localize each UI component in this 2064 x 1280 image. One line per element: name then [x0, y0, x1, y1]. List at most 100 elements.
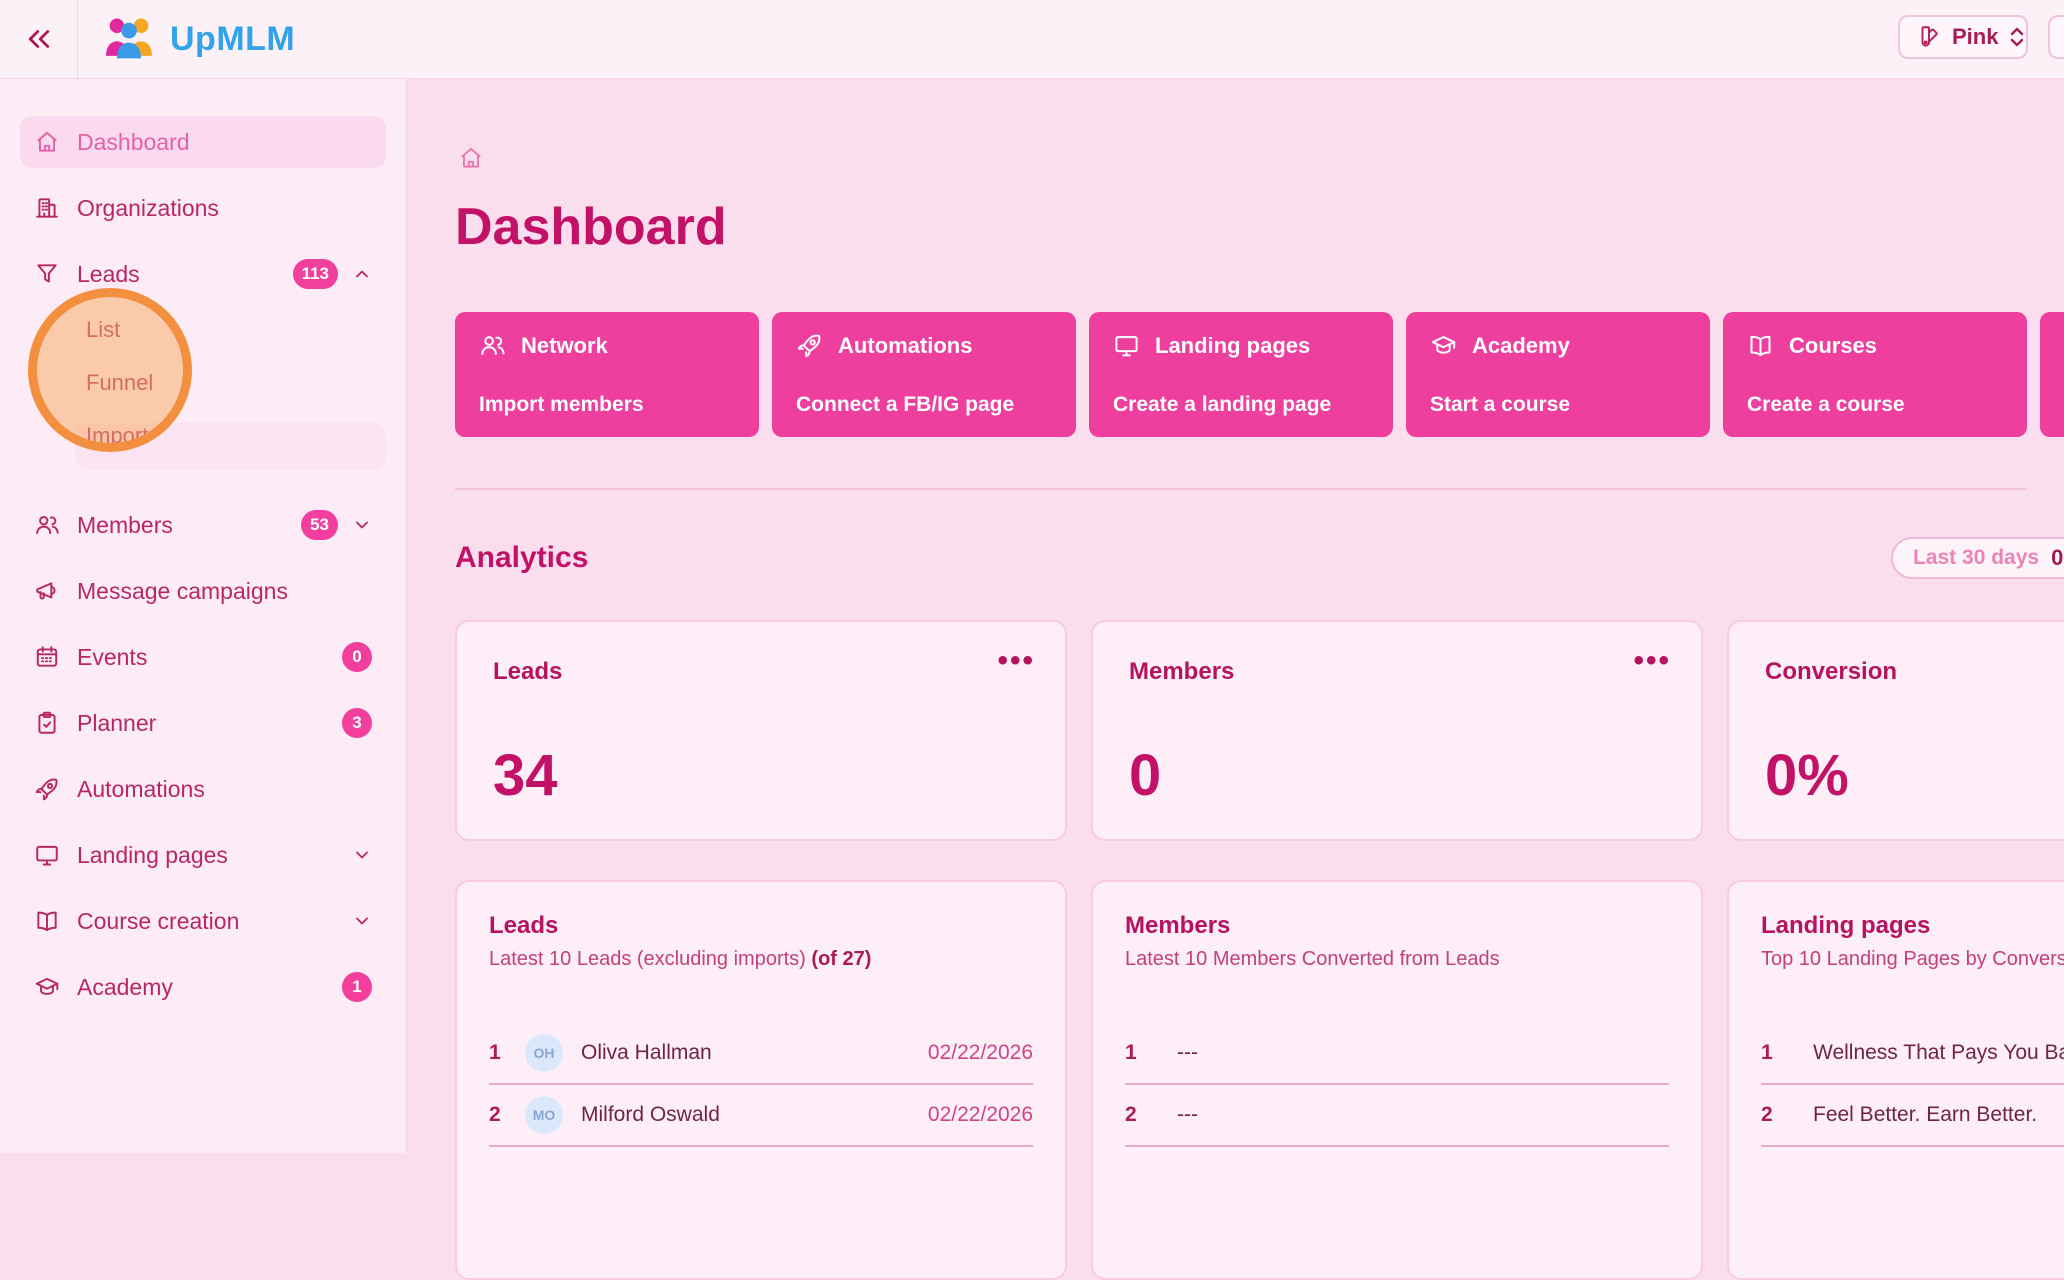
stat-card-members: Members ••• 0	[1091, 620, 1703, 841]
quick-action-subtitle: Create a course	[1747, 393, 1905, 416]
lead-date: 02/22/2026	[927, 1041, 1033, 1064]
sidebar-item-label: Members	[77, 511, 173, 538]
sidebar-item-automations[interactable]: Automations	[20, 763, 386, 815]
sidebar-item-leads[interactable]: Leads 113	[20, 248, 386, 300]
quick-action-title: Courses	[1789, 332, 1878, 358]
row-index: 1	[1761, 1041, 1773, 1064]
graduation-cap-icon	[1430, 332, 1457, 359]
sidebar-collapse-zone	[0, 0, 78, 78]
sidebar-item-academy[interactable]: Academy 1	[20, 961, 386, 1013]
sidebar-item-planner[interactable]: Planner 3	[20, 697, 386, 749]
sidebar-item-organizations[interactable]: Organizations	[20, 182, 386, 234]
quick-action-cutoff[interactable]: C	[2040, 312, 2064, 437]
theme-swatch-icon	[1916, 24, 1942, 50]
more-options-icon[interactable]: •••	[997, 644, 1035, 677]
quick-action-title: Landing pages	[1155, 332, 1311, 358]
landing-page-name: Wellness That Pays You Back	[1813, 1041, 2064, 1064]
sidebar-subitem-import[interactable]: Import	[75, 423, 386, 469]
more-options-icon[interactable]: •••	[1633, 644, 1671, 677]
chevron-down-icon	[352, 515, 372, 535]
sidebar-item-label: Organizations	[77, 194, 219, 221]
calendar-icon	[34, 644, 60, 670]
stats-row: Leads ••• 34 Members ••• 0 Conversion 0%	[455, 620, 2064, 841]
theme-name-label: Pink	[1952, 24, 1999, 49]
quick-actions-row: Network Import members Automations Conne…	[455, 312, 2064, 437]
list-subtitle-count: (of 27)	[811, 948, 872, 970]
rocket-icon	[34, 776, 60, 802]
date-range-selector[interactable]: Last 30 days 01/2	[1891, 537, 2064, 579]
book-open-icon	[1747, 332, 1774, 359]
quick-action-academy[interactable]: Academy Start a course	[1406, 312, 1710, 437]
quick-action-subtitle: Create a landing page	[1113, 393, 1332, 416]
list-card-leads: Leads Latest 10 Leads (excluding imports…	[455, 880, 1067, 1280]
home-icon	[34, 129, 60, 155]
brand-logo-icon	[100, 10, 158, 68]
member-row[interactable]: 1 ---	[1125, 1023, 1669, 1085]
sidebar-item-course-creation[interactable]: Course creation	[20, 895, 386, 947]
sidebar-subitem-list[interactable]: List	[75, 317, 386, 363]
quick-action-network[interactable]: Network Import members	[455, 312, 759, 437]
stat-value: 0%	[1765, 743, 1849, 808]
main-content: Dashboard Network Import members	[408, 79, 2064, 1280]
landing-page-row[interactable]: 2 Feel Better. Earn Better.	[1761, 1085, 2064, 1147]
sidebar-item-label: Message campaigns	[77, 577, 288, 604]
quick-action-automations[interactable]: Automations Connect a FB/IG page	[772, 312, 1076, 437]
landing-page-name: Feel Better. Earn Better.	[1813, 1103, 2038, 1126]
quick-action-landing-pages[interactable]: Landing pages Create a landing page	[1089, 312, 1393, 437]
landing-page-row[interactable]: 1 Wellness That Pays You Back	[1761, 1023, 2064, 1085]
header-edge-button[interactable]	[2048, 15, 2064, 59]
quick-action-subtitle: Connect a FB/IG page	[796, 393, 1015, 416]
stat-title: Leads	[493, 658, 563, 685]
academy-count-badge: 1	[342, 972, 372, 1002]
monitor-icon	[1113, 332, 1140, 359]
sidebar-item-message-campaigns[interactable]: Message campaigns	[20, 565, 386, 617]
lead-row[interactable]: 2 MO Milford Oswald 02/22/2026	[489, 1085, 1033, 1147]
page-title: Dashboard	[455, 198, 727, 256]
row-index: 2	[489, 1103, 501, 1126]
stat-card-leads: Leads ••• 34	[455, 620, 1067, 841]
people-icon	[479, 332, 506, 359]
avatar: MO	[525, 1096, 563, 1134]
row-index: 2	[1125, 1103, 1137, 1126]
theme-selector-button[interactable]: Pink	[1898, 15, 2028, 59]
sidebar-item-events[interactable]: Events 0	[20, 631, 386, 683]
list-card-landing-pages: Landing pages Top 10 Landing Pages by Co…	[1727, 880, 2064, 1280]
megaphone-icon	[34, 578, 60, 604]
quick-action-subtitle: Start a course	[1430, 393, 1571, 416]
graduation-cap-icon	[34, 974, 60, 1000]
lead-date: 02/22/2026	[927, 1103, 1033, 1126]
chevron-down-icon	[352, 845, 372, 865]
stat-value: 34	[493, 743, 558, 808]
stat-title: Members	[1129, 658, 1235, 685]
sidebar-subitem-label: List	[86, 317, 121, 342]
monitor-icon	[34, 842, 60, 868]
sidebar-item-label: Course creation	[77, 907, 240, 934]
sidebar-item-dashboard[interactable]: Dashboard	[20, 116, 386, 168]
list-subtitle: Latest 10 Members Converted from Leads	[1125, 948, 1500, 970]
sidebar-subitem-funnel[interactable]: Funnel	[75, 370, 386, 416]
list-title: Leads	[489, 912, 559, 939]
lead-row[interactable]: 1 OH Oliva Hallman 02/22/2026	[489, 1023, 1033, 1085]
list-rows: 1 Wellness That Pays You Back 2 Feel Bet…	[1761, 1023, 2064, 1147]
chevron-down-icon	[352, 911, 372, 931]
avatar: OH	[525, 1034, 563, 1072]
sidebar-item-label: Leads	[77, 260, 140, 287]
row-index: 1	[489, 1041, 501, 1064]
quick-action-title: Academy	[1472, 332, 1570, 358]
sidebar-item-landing-pages[interactable]: Landing pages	[20, 829, 386, 881]
book-open-icon	[34, 908, 60, 934]
member-name: ---	[1177, 1041, 1198, 1064]
sidebar-item-members[interactable]: Members 53	[20, 499, 386, 551]
planner-count-badge: 3	[342, 708, 372, 738]
stat-value: 0	[1129, 743, 1162, 808]
collapse-sidebar-icon[interactable]	[24, 24, 54, 54]
breadcrumb-home-icon[interactable]	[458, 145, 484, 171]
row-index: 2	[1761, 1103, 1773, 1126]
quick-action-courses[interactable]: Courses Create a course	[1723, 312, 2027, 437]
list-title: Landing pages	[1761, 912, 1931, 939]
member-row[interactable]: 2 ---	[1125, 1085, 1669, 1147]
brand-name: UpMLM	[170, 19, 296, 58]
date-range-value: 01/2	[2051, 545, 2064, 570]
brand[interactable]: UpMLM	[100, 10, 295, 68]
list-rows: 1 OH Oliva Hallman 02/22/2026 2 MO Milfo…	[489, 1023, 1033, 1147]
